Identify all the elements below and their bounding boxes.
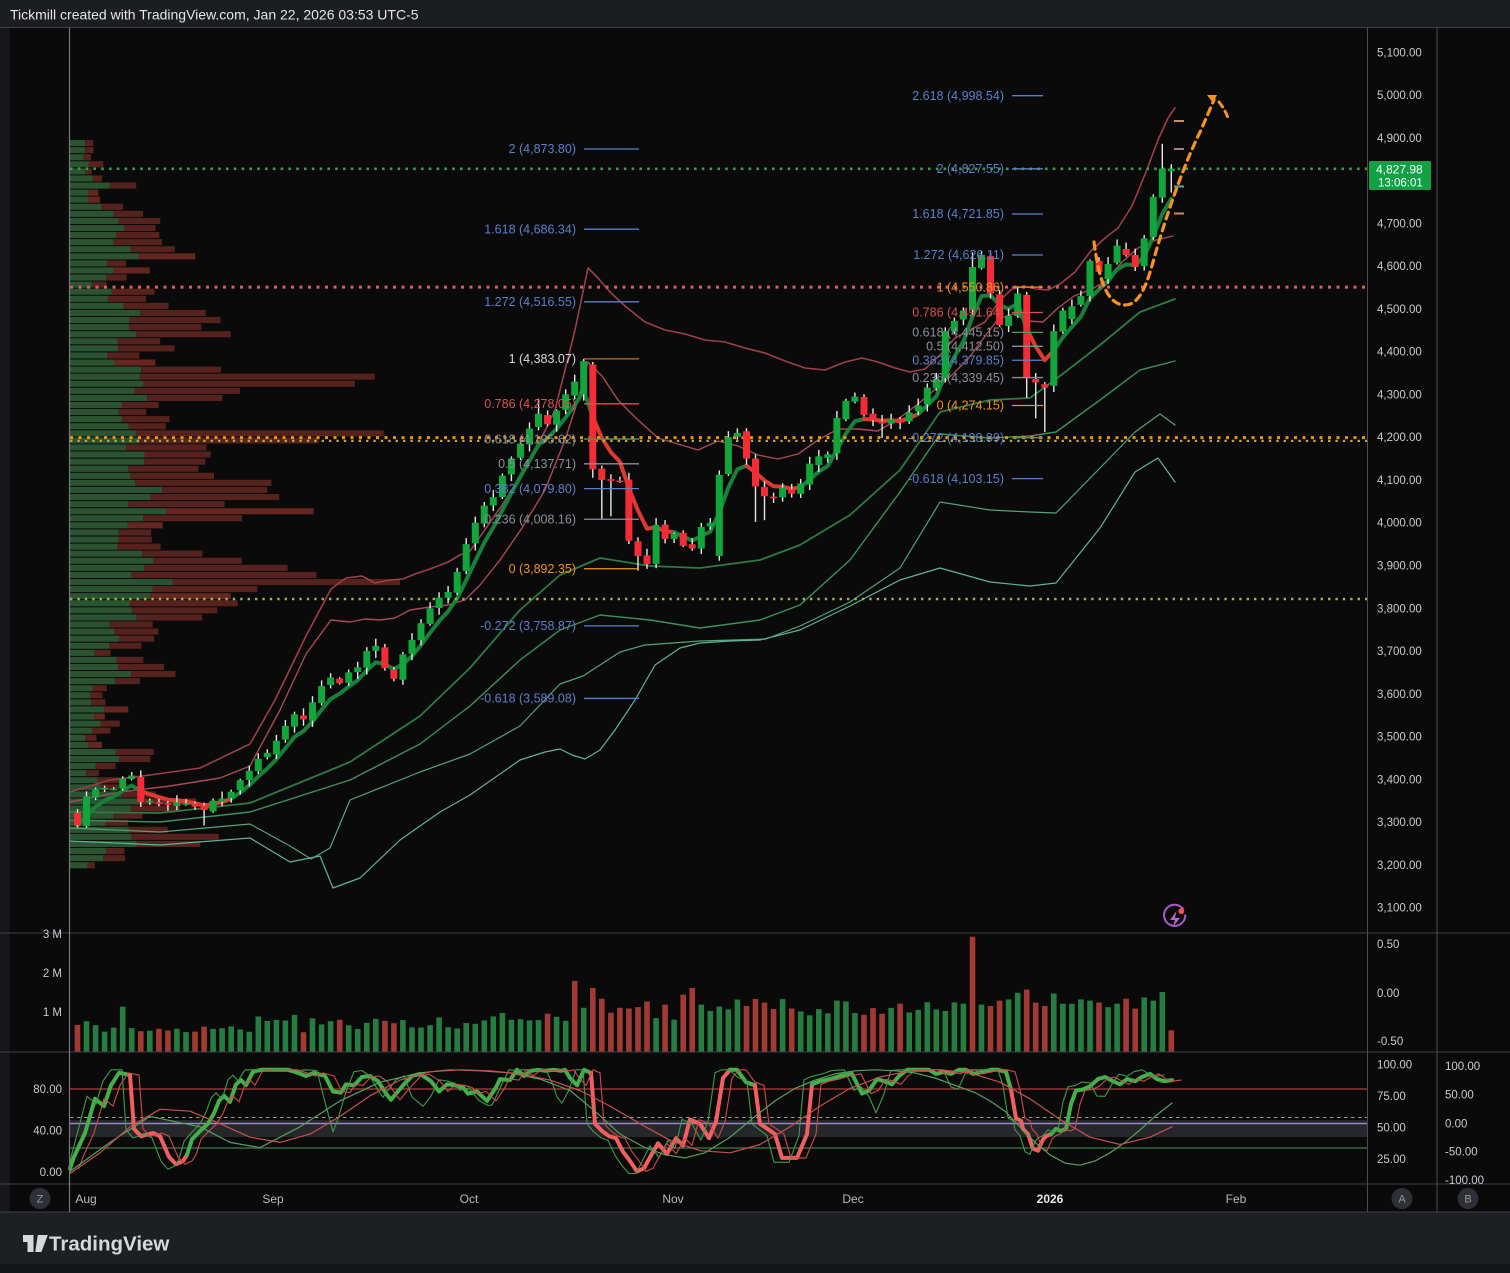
- svg-text:3,100.00: 3,100.00: [1377, 903, 1422, 915]
- svg-text:13:06:01: 13:06:01: [1378, 178, 1423, 190]
- svg-text:Dec: Dec: [842, 1192, 863, 1206]
- svg-text:-50.00: -50.00: [1445, 1147, 1478, 1159]
- svg-text:100.00: 100.00: [1445, 1061, 1480, 1073]
- svg-text:4,300.00: 4,300.00: [1377, 389, 1422, 401]
- svg-text:0.5 (4,137.71): 0.5 (4,137.71): [498, 457, 576, 471]
- svg-text:3,800.00: 3,800.00: [1377, 603, 1422, 615]
- svg-text:-100.00: -100.00: [1445, 1175, 1484, 1187]
- svg-text:40.00: 40.00: [33, 1126, 62, 1138]
- svg-text:3,900.00: 3,900.00: [1377, 561, 1422, 573]
- svg-text:4,700.00: 4,700.00: [1377, 218, 1422, 230]
- svg-text:4,000.00: 4,000.00: [1377, 518, 1422, 530]
- svg-text:0.786 (4,278.05): 0.786 (4,278.05): [484, 397, 576, 411]
- svg-text:-0.272 (3,758.87): -0.272 (3,758.87): [480, 619, 576, 633]
- svg-text:50.00: 50.00: [1445, 1090, 1474, 1102]
- svg-text:-0.618 (4,103.15): -0.618 (4,103.15): [908, 472, 1004, 486]
- svg-text:Sep: Sep: [262, 1192, 284, 1206]
- svg-text:Oct: Oct: [460, 1192, 479, 1206]
- svg-text:0.382 (4,079.80): 0.382 (4,079.80): [484, 482, 576, 496]
- svg-text:4,827.98: 4,827.98: [1376, 163, 1423, 177]
- svg-text:4,100.00: 4,100.00: [1377, 475, 1422, 487]
- svg-text:100.00: 100.00: [1377, 1060, 1412, 1072]
- svg-text:3,200.00: 3,200.00: [1377, 860, 1422, 872]
- svg-text:0.236 (4,008.16): 0.236 (4,008.16): [484, 512, 576, 526]
- svg-text:3,400.00: 3,400.00: [1377, 774, 1422, 786]
- svg-text:B: B: [1464, 1194, 1471, 1206]
- svg-text:4,500.00: 4,500.00: [1377, 304, 1422, 316]
- svg-text:0.236 (4,339.45): 0.236 (4,339.45): [912, 371, 1004, 385]
- svg-text:75.00: 75.00: [1377, 1091, 1406, 1103]
- svg-text:1.618 (4,686.34): 1.618 (4,686.34): [484, 222, 576, 236]
- svg-text:2 (4,827.55): 2 (4,827.55): [937, 162, 1004, 176]
- svg-text:0.50: 0.50: [1377, 939, 1399, 951]
- svg-text:Nov: Nov: [662, 1192, 683, 1206]
- svg-text:0 (3,892.35): 0 (3,892.35): [509, 562, 576, 576]
- svg-text:1 M: 1 M: [43, 1007, 62, 1019]
- svg-text:0.5 (4,412.50): 0.5 (4,412.50): [926, 340, 1004, 354]
- svg-text:1 (4,383.07): 1 (4,383.07): [509, 352, 576, 366]
- svg-text:-0.272 (4,198.89): -0.272 (4,198.89): [908, 431, 1004, 445]
- svg-text:0.618 (4,195.62): 0.618 (4,195.62): [484, 432, 576, 446]
- svg-text:0 (4,274.15): 0 (4,274.15): [937, 399, 1004, 413]
- svg-text:2 (4,873.80): 2 (4,873.80): [509, 142, 576, 156]
- svg-text:0.00: 0.00: [40, 1167, 62, 1179]
- svg-text:3,700.00: 3,700.00: [1377, 646, 1422, 658]
- svg-text:2026: 2026: [1037, 1192, 1064, 1206]
- svg-text:1.272 (4,516.55): 1.272 (4,516.55): [484, 295, 576, 309]
- svg-text:-0.50: -0.50: [1377, 1036, 1403, 1048]
- svg-text:3 M: 3 M: [43, 929, 62, 941]
- svg-text:2.618 (4,998.54): 2.618 (4,998.54): [912, 89, 1004, 103]
- svg-text:1.272 (4,626.11): 1.272 (4,626.11): [913, 248, 1004, 262]
- svg-text:3,500.00: 3,500.00: [1377, 732, 1422, 744]
- svg-text:Aug: Aug: [75, 1192, 96, 1206]
- svg-text:1.618 (4,721.85): 1.618 (4,721.85): [912, 207, 1004, 221]
- svg-text:Z: Z: [37, 1194, 44, 1206]
- svg-text:0.00: 0.00: [1445, 1118, 1467, 1130]
- svg-text:5,100.00: 5,100.00: [1377, 47, 1422, 59]
- svg-text:25.00: 25.00: [1377, 1154, 1406, 1166]
- svg-text:A: A: [1398, 1194, 1406, 1206]
- svg-text:3,300.00: 3,300.00: [1377, 817, 1422, 829]
- svg-text:1 (4,550.86): 1 (4,550.86): [937, 280, 1004, 294]
- svg-text:80.00: 80.00: [33, 1084, 62, 1096]
- svg-text:4,900.00: 4,900.00: [1377, 133, 1422, 145]
- svg-text:TradingView: TradingView: [49, 1233, 169, 1256]
- svg-text:Feb: Feb: [1226, 1192, 1247, 1206]
- svg-text:3,600.00: 3,600.00: [1377, 689, 1422, 701]
- svg-text:50.00: 50.00: [1377, 1123, 1406, 1135]
- svg-text:-0.618 (3,589.08): -0.618 (3,589.08): [480, 692, 576, 706]
- svg-text:0.382 (4,379.85): 0.382 (4,379.85): [912, 353, 1004, 367]
- svg-text:5,000.00: 5,000.00: [1377, 90, 1422, 102]
- svg-text:4,400.00: 4,400.00: [1377, 347, 1422, 359]
- svg-text:4,600.00: 4,600.00: [1377, 261, 1422, 273]
- svg-text:Tickmill created with TradingV: Tickmill created with TradingView.com, J…: [10, 7, 419, 23]
- svg-text:0.786 (4,491.64): 0.786 (4,491.64): [912, 306, 1004, 320]
- svg-text:4,200.00: 4,200.00: [1377, 432, 1422, 444]
- svg-text:2 M: 2 M: [43, 968, 62, 980]
- svg-text:0.00: 0.00: [1377, 988, 1399, 1000]
- svg-text:0.618 (4,445.15): 0.618 (4,445.15): [912, 326, 1004, 340]
